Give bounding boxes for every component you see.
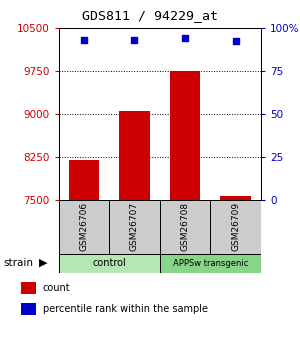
Bar <box>58 200 109 254</box>
Bar <box>220 196 251 200</box>
Text: strain: strain <box>3 258 33 268</box>
Text: APPSw transgenic: APPSw transgenic <box>173 258 248 268</box>
Bar <box>109 200 160 254</box>
Bar <box>20 303 36 315</box>
Bar <box>160 254 261 273</box>
Text: GSM26706: GSM26706 <box>79 202 88 252</box>
Point <box>233 39 238 44</box>
Bar <box>210 200 261 254</box>
Point <box>81 37 86 42</box>
Text: GSM26709: GSM26709 <box>231 202 240 252</box>
Point <box>183 35 188 41</box>
Text: count: count <box>43 283 70 293</box>
Bar <box>69 160 99 200</box>
Text: percentile rank within the sample: percentile rank within the sample <box>43 304 208 314</box>
Text: GDS811 / 94229_at: GDS811 / 94229_at <box>82 9 218 22</box>
Text: GSM26708: GSM26708 <box>181 202 190 252</box>
Bar <box>20 282 36 294</box>
Bar <box>170 71 200 200</box>
Bar <box>160 200 210 254</box>
Point <box>132 37 137 42</box>
Bar <box>58 254 160 273</box>
Text: GSM26707: GSM26707 <box>130 202 139 252</box>
Text: ▶: ▶ <box>39 258 47 268</box>
Text: control: control <box>92 258 126 268</box>
Bar <box>119 111 150 200</box>
